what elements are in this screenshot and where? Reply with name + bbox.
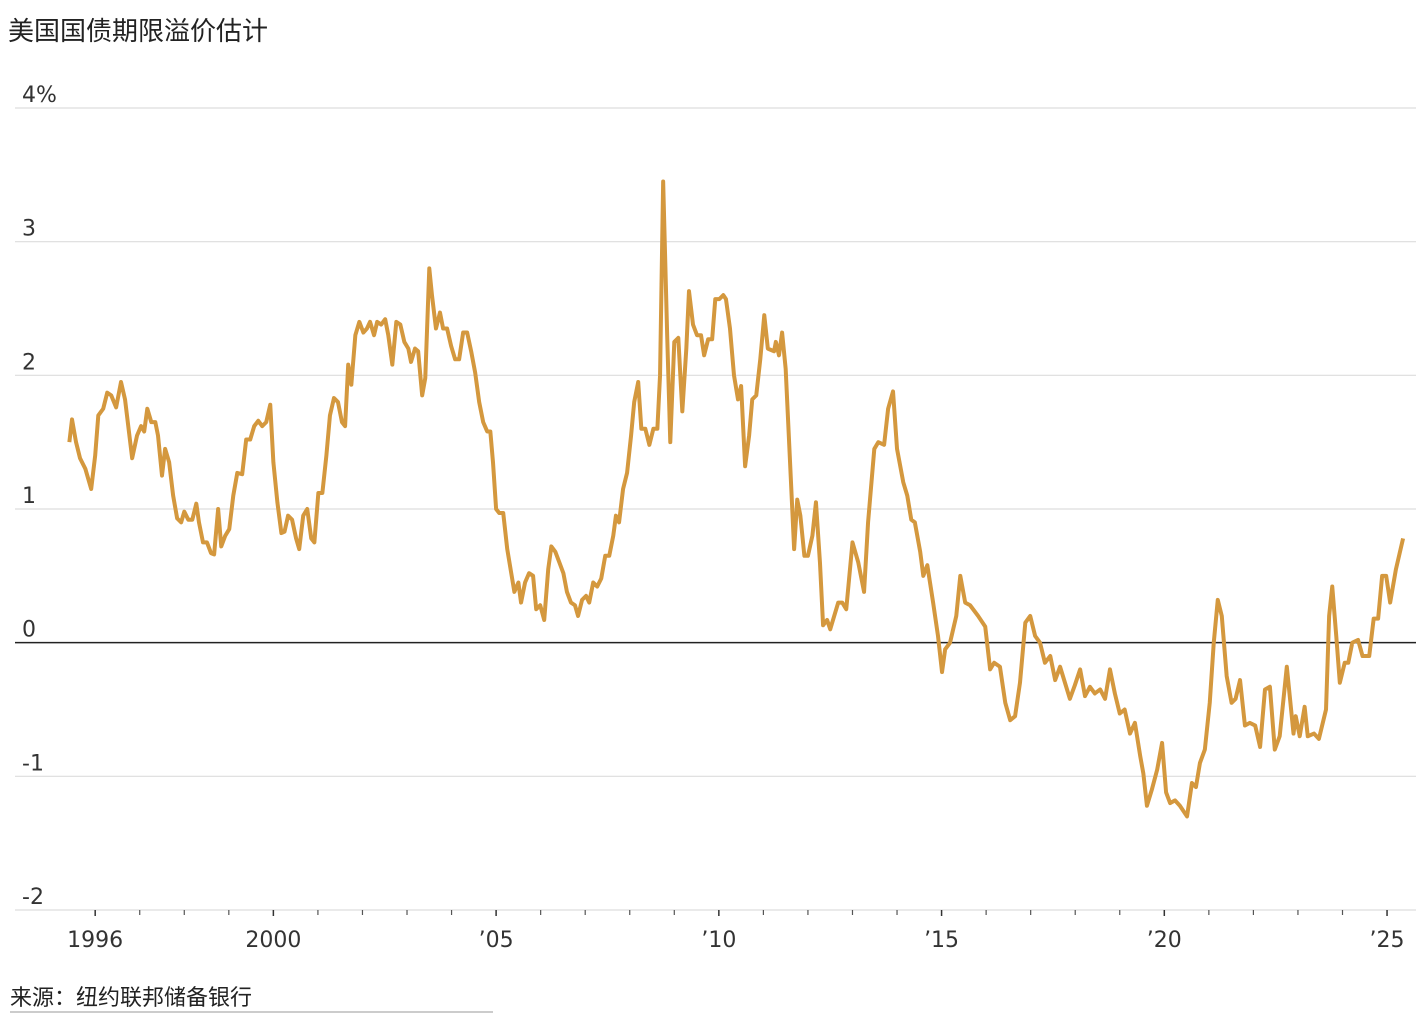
source-note: 来源：纽约联邦储备银行	[10, 986, 252, 1011]
chart-title: 美国国债期限溢价估计	[8, 17, 268, 47]
x-tick-label: ’10	[701, 928, 736, 953]
y-tick-label: 1	[22, 484, 36, 509]
y-tick-label: 0	[22, 618, 36, 643]
data-line	[67, 179, 1406, 819]
y-tick-label: 3	[22, 217, 36, 242]
x-tick-label: 2000	[245, 928, 301, 953]
x-tick-label: ’05	[479, 928, 514, 953]
x-tick-label: ’25	[1370, 928, 1405, 953]
y-tick-label: -2	[22, 885, 44, 910]
y-tick-label: 4%	[22, 83, 57, 108]
x-tick-label: ’15	[924, 928, 959, 953]
y-tick-label: -1	[22, 751, 44, 776]
x-tick-label: 1996	[67, 928, 123, 953]
x-tick-label: ’20	[1147, 928, 1182, 953]
y-tick-label: 2	[22, 350, 36, 375]
